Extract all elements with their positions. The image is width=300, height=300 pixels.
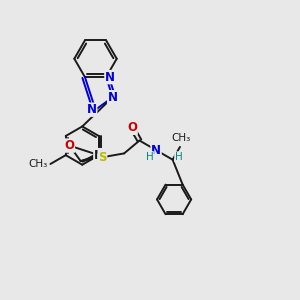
Text: O: O	[127, 121, 137, 134]
Text: S: S	[98, 151, 106, 164]
Text: CH₃: CH₃	[29, 159, 48, 169]
Text: N: N	[105, 70, 115, 84]
Text: N: N	[108, 91, 118, 104]
Text: CH₃: CH₃	[172, 134, 191, 143]
Text: O: O	[64, 139, 74, 152]
Text: H: H	[146, 152, 154, 162]
Text: N: N	[151, 144, 161, 157]
Text: N: N	[87, 103, 97, 116]
Text: H: H	[175, 152, 182, 162]
Text: N: N	[94, 149, 104, 162]
